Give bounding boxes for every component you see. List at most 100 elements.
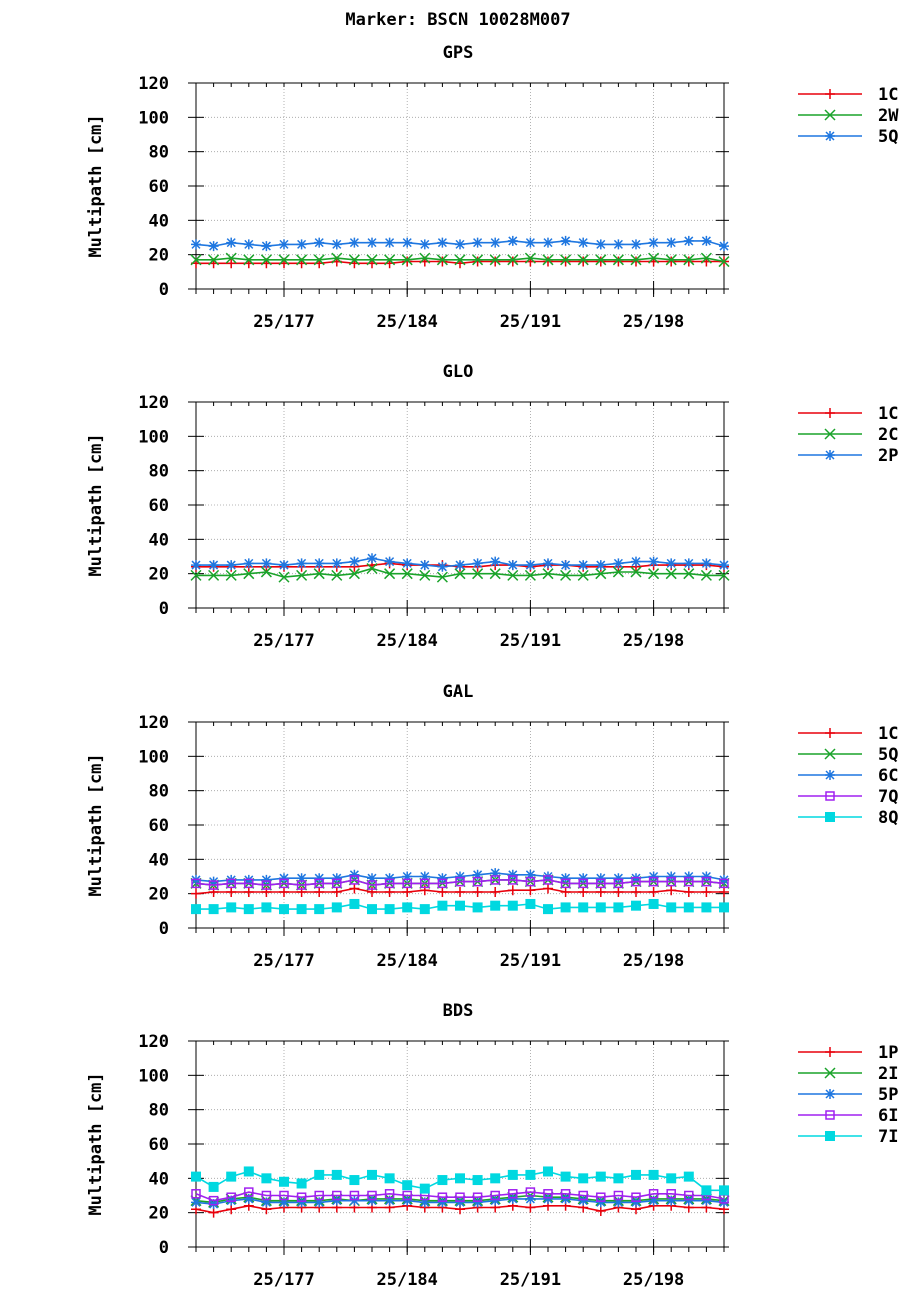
data-point bbox=[560, 560, 571, 571]
panel-gps: GPS Multipath [cm] 0 20 40 60 80 100 120 25/177 25… bbox=[86, 43, 899, 332]
data-point bbox=[278, 571, 290, 583]
data-point bbox=[244, 1187, 254, 1197]
data-point bbox=[226, 237, 237, 248]
data-point bbox=[208, 560, 219, 571]
data-point bbox=[525, 560, 536, 571]
data-point bbox=[718, 569, 730, 581]
data-point bbox=[596, 1192, 606, 1202]
y-tick-label: 0 bbox=[159, 599, 169, 619]
data-point bbox=[367, 553, 377, 564]
data-point bbox=[331, 558, 342, 569]
data-point bbox=[683, 558, 694, 569]
legend-entry: 1C bbox=[798, 404, 898, 424]
data-point bbox=[666, 1173, 677, 1184]
data-point bbox=[507, 256, 518, 267]
data-point bbox=[367, 237, 377, 248]
data-point bbox=[684, 1190, 694, 1201]
legend-entry: 6C bbox=[798, 766, 898, 786]
y-tick-label: 60 bbox=[149, 177, 169, 197]
data-point bbox=[384, 873, 395, 884]
legend-label: 1P bbox=[878, 1043, 898, 1063]
data-point bbox=[455, 1197, 465, 1208]
data-point bbox=[349, 1175, 360, 1186]
legend-label: 1C bbox=[878, 85, 898, 105]
series-7q bbox=[191, 875, 729, 890]
data-point bbox=[665, 568, 677, 580]
data-point bbox=[261, 1173, 272, 1184]
data-point bbox=[560, 873, 571, 884]
data-point bbox=[595, 1171, 606, 1182]
legend-marker bbox=[825, 728, 835, 738]
legend-entry: 7I bbox=[798, 1127, 898, 1147]
data-point bbox=[543, 904, 553, 915]
data-point bbox=[542, 568, 554, 580]
data-point bbox=[578, 1195, 589, 1206]
data-point bbox=[314, 1169, 325, 1180]
data-point bbox=[472, 902, 483, 913]
data-point bbox=[402, 558, 413, 569]
data-point bbox=[648, 871, 659, 882]
data-point bbox=[314, 558, 325, 569]
x-tick-label: 25/184 bbox=[376, 1270, 437, 1290]
data-point bbox=[226, 902, 237, 913]
data-point bbox=[454, 568, 466, 580]
data-point bbox=[648, 876, 659, 887]
data-point bbox=[455, 871, 465, 882]
data-point bbox=[191, 1171, 201, 1182]
y-tick-label: 40 bbox=[149, 211, 169, 231]
y-tick-label: 80 bbox=[149, 1101, 169, 1121]
data-point bbox=[243, 904, 254, 915]
data-point bbox=[666, 256, 677, 267]
x-tick-label: 25/198 bbox=[623, 312, 684, 332]
y-tick-label: 60 bbox=[149, 1135, 169, 1155]
data-point bbox=[525, 1169, 536, 1180]
data-point bbox=[613, 1197, 624, 1208]
series-7i bbox=[191, 1166, 729, 1196]
data-point bbox=[560, 1193, 571, 1204]
data-point bbox=[472, 568, 484, 580]
data-point bbox=[366, 562, 378, 575]
data-point bbox=[543, 1189, 553, 1199]
data-point bbox=[648, 1169, 659, 1180]
data-point bbox=[455, 1192, 465, 1202]
y-axis-label: Multipath [cm] bbox=[86, 114, 106, 257]
data-point bbox=[455, 900, 465, 911]
data-point bbox=[225, 569, 237, 581]
legend-entry: 5P bbox=[798, 1085, 898, 1105]
data-point bbox=[490, 868, 501, 879]
data-point bbox=[595, 873, 606, 884]
data-point bbox=[261, 1197, 272, 1208]
data-point bbox=[665, 254, 677, 266]
data-point bbox=[402, 237, 413, 248]
data-point bbox=[507, 254, 519, 266]
data-point bbox=[191, 239, 201, 250]
legend-label: 7Q bbox=[878, 787, 898, 807]
data-point bbox=[613, 878, 624, 889]
data-point bbox=[507, 1169, 518, 1180]
data-point bbox=[419, 1197, 430, 1208]
y-tick-label: 40 bbox=[149, 850, 169, 870]
y-tick-label: 0 bbox=[159, 919, 169, 939]
y-tick-label: 120 bbox=[138, 74, 169, 94]
data-point bbox=[648, 886, 659, 897]
data-point bbox=[700, 252, 712, 264]
y-tick-label: 20 bbox=[149, 885, 169, 905]
data-point bbox=[560, 254, 572, 266]
data-point bbox=[701, 1185, 712, 1196]
y-tick-label: 40 bbox=[149, 1169, 169, 1189]
x-tick-label: 25/198 bbox=[623, 951, 684, 971]
data-point bbox=[261, 874, 272, 885]
panel-title: GLO bbox=[443, 362, 474, 382]
data-point bbox=[437, 561, 448, 572]
x-tick-label: 25/198 bbox=[623, 631, 684, 651]
data-point bbox=[472, 876, 483, 887]
data-point bbox=[261, 1190, 272, 1201]
data-point bbox=[666, 885, 677, 896]
data-point bbox=[349, 869, 360, 880]
data-point bbox=[490, 1173, 501, 1184]
data-point bbox=[454, 254, 466, 266]
data-point bbox=[489, 568, 501, 580]
data-point bbox=[472, 869, 483, 880]
data-point bbox=[612, 254, 624, 266]
data-point bbox=[472, 1192, 483, 1202]
